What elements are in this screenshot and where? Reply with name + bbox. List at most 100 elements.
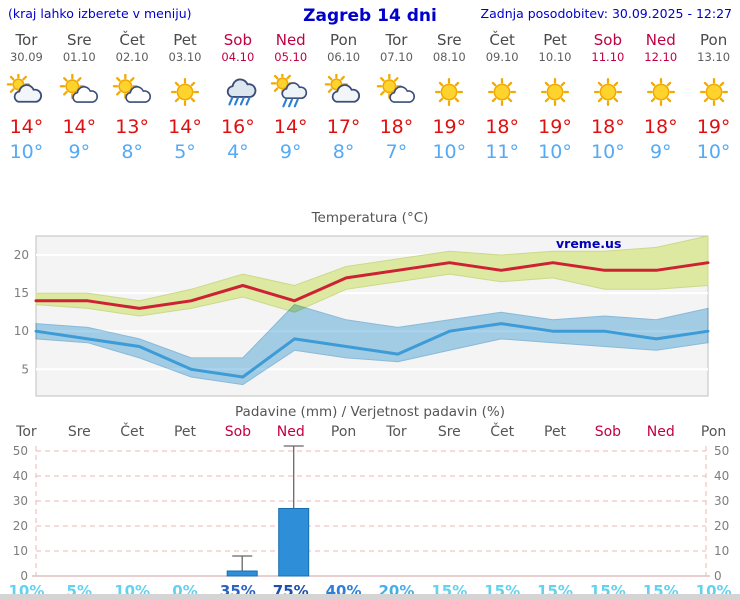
day-name: Čet xyxy=(119,31,145,49)
day-name: Sob xyxy=(593,31,622,49)
precipitation-chart: 0 0 10 10 20 20 30 30 40 40 50 50 xyxy=(13,444,730,580)
partly-sunny-icon xyxy=(53,70,106,114)
location-menu-note[interactable]: (kraj lahko izberete v meniju) xyxy=(8,6,192,21)
partly-sunny-icon xyxy=(106,70,159,114)
day-name: Sre xyxy=(437,31,462,49)
day-temp-min: 10° xyxy=(696,141,731,164)
svg-text:0: 0 xyxy=(714,569,722,580)
svg-text:30: 30 xyxy=(714,494,729,508)
forecast-day-03-10[interactable]: Pet 03.10 14° 5° xyxy=(159,31,212,164)
day-temp-min: 9° xyxy=(68,141,91,164)
day-temp-min: 9° xyxy=(279,141,302,164)
day-name: Ned xyxy=(275,31,306,49)
precipitation-section: Padavine (mm) / Verjetnost padavin (%) T… xyxy=(0,404,740,600)
day-temp-min: 10° xyxy=(538,141,572,164)
day-temp-min: 11° xyxy=(485,141,519,164)
header: (kraj lahko izberete v meniju) Zagreb 14… xyxy=(0,0,740,26)
day-name: Pon xyxy=(700,31,728,49)
rain-icon xyxy=(211,70,264,114)
svg-text:50: 50 xyxy=(13,444,28,458)
day-date: 10.10 xyxy=(538,50,572,65)
svg-text:10: 10 xyxy=(714,544,729,558)
forecast-day-02-10[interactable]: Čet 02.10 13° 8° xyxy=(106,31,159,164)
precip-day-label: Tor xyxy=(16,423,37,440)
sunny-icon xyxy=(687,70,740,114)
precip-day-label: Čet xyxy=(120,423,145,440)
day-temp-max: 18° xyxy=(591,116,625,139)
sunny-icon xyxy=(581,70,634,114)
page-title: Zagreb 14 dni xyxy=(303,6,437,26)
forecast-day-01-10[interactable]: Sre 01.10 14° 9° xyxy=(53,31,106,164)
day-date: 07.10 xyxy=(379,50,413,65)
day-name: Pet xyxy=(543,31,567,49)
svg-text:10: 10 xyxy=(14,324,29,338)
day-date: 04.10 xyxy=(221,50,255,65)
day-date: 08.10 xyxy=(432,50,466,65)
forecast-day-09-10[interactable]: Čet 09.10 18° 11° xyxy=(476,31,529,164)
svg-text:20: 20 xyxy=(714,519,729,533)
day-name: Pon xyxy=(329,31,358,49)
forecast-day-10-10[interactable]: Pet 10.10 19° 10° xyxy=(529,31,582,164)
day-temp-min: 9° xyxy=(649,141,672,164)
day-date: 02.10 xyxy=(115,50,149,65)
svg-text:10: 10 xyxy=(13,544,28,558)
day-temp-max: 13° xyxy=(115,116,149,139)
mostly-cloudy-icon xyxy=(317,70,370,114)
svg-text:40: 40 xyxy=(13,469,28,483)
temp-chart-title: Temperatura (°C) xyxy=(311,209,429,226)
svg-text:5: 5 xyxy=(21,362,29,376)
day-date: 12.10 xyxy=(644,50,678,65)
svg-text:20: 20 xyxy=(13,519,28,533)
day-date: 30.09 xyxy=(9,50,43,65)
forecast-day-04-10[interactable]: Sob 04.10 16° 4° xyxy=(211,31,264,164)
precip-day-label: Pon xyxy=(700,423,727,440)
day-temp-max: 19° xyxy=(696,116,731,139)
day-date: 06.10 xyxy=(327,50,361,65)
svg-text:15: 15 xyxy=(14,286,29,300)
sunny-icon xyxy=(529,70,582,114)
forecast-day-05-10[interactable]: Ned 05.10 14° 9° xyxy=(264,31,317,164)
day-name: Tor xyxy=(385,31,408,49)
watermark: vreme.us xyxy=(556,236,621,251)
forecast-day-06-10[interactable]: Pon 06.10 17° 8° xyxy=(317,31,370,164)
day-date: 09.10 xyxy=(485,50,519,65)
day-temp-max: 18° xyxy=(485,116,519,139)
sunny-icon xyxy=(423,70,476,114)
day-temp-min: 5° xyxy=(174,141,196,164)
sunny-icon xyxy=(634,70,687,114)
day-name: Pet xyxy=(173,31,197,49)
day-name: Sob xyxy=(223,31,252,49)
forecast-days-row: Tor 30.09 14° 10° Sre 01.10 14° 9° Čet 02.10 13° 8°… xyxy=(0,31,740,164)
precip-chart-title: Padavine (mm) / Verjetnost padavin (%) xyxy=(235,403,505,420)
precip-day-label: Čet xyxy=(490,423,515,440)
day-date: 01.10 xyxy=(62,50,96,65)
last-updated: Zadnja posodobitev: 30.09.2025 - 12:27 xyxy=(480,6,732,21)
forecast-day-07-10[interactable]: Tor 07.10 18° 7° xyxy=(370,31,423,164)
precip-day-label: Sre xyxy=(437,423,461,440)
day-temp-max: 19° xyxy=(538,116,572,139)
precip-day-labels: Tor Sre Čet Pet Sob Ned Pon Tor Sre Čet Pet Sob Ned P… xyxy=(0,424,740,440)
day-temp-max: 18° xyxy=(379,116,414,139)
forecast-day-30-09[interactable]: Tor 30.09 14° 10° xyxy=(0,31,53,164)
svg-text:20: 20 xyxy=(14,248,29,262)
precip-day-label: Pon xyxy=(330,423,357,440)
forecast-day-12-10[interactable]: Ned 12.10 18° 9° xyxy=(634,31,687,164)
day-date: 11.10 xyxy=(591,50,625,65)
svg-text:30: 30 xyxy=(13,494,28,508)
forecast-day-08-10[interactable]: Sre 08.10 19° 10° xyxy=(423,31,476,164)
day-temp-max: 14° xyxy=(273,116,308,139)
svg-text:50: 50 xyxy=(714,444,729,458)
forecast-day-11-10[interactable]: Sob 11.10 18° 10° xyxy=(581,31,634,164)
day-temp-min: 10° xyxy=(432,141,467,164)
precip-day-label: Sob xyxy=(224,423,252,440)
temperature-section: Temperatura (°C) 5 10 15 20 vreme.us xyxy=(0,210,740,398)
sunny-icon xyxy=(476,70,529,114)
day-temp-max: 14° xyxy=(168,116,202,139)
day-temp-max: 17° xyxy=(326,116,361,139)
partly-sunny-icon xyxy=(370,70,423,114)
forecast-day-13-10[interactable]: Pon 13.10 19° 10° xyxy=(687,31,740,164)
day-date: 05.10 xyxy=(274,50,308,65)
day-temp-min: 10° xyxy=(9,141,44,164)
day-temp-min: 7° xyxy=(385,141,408,164)
rain-sun-icon xyxy=(264,70,317,114)
